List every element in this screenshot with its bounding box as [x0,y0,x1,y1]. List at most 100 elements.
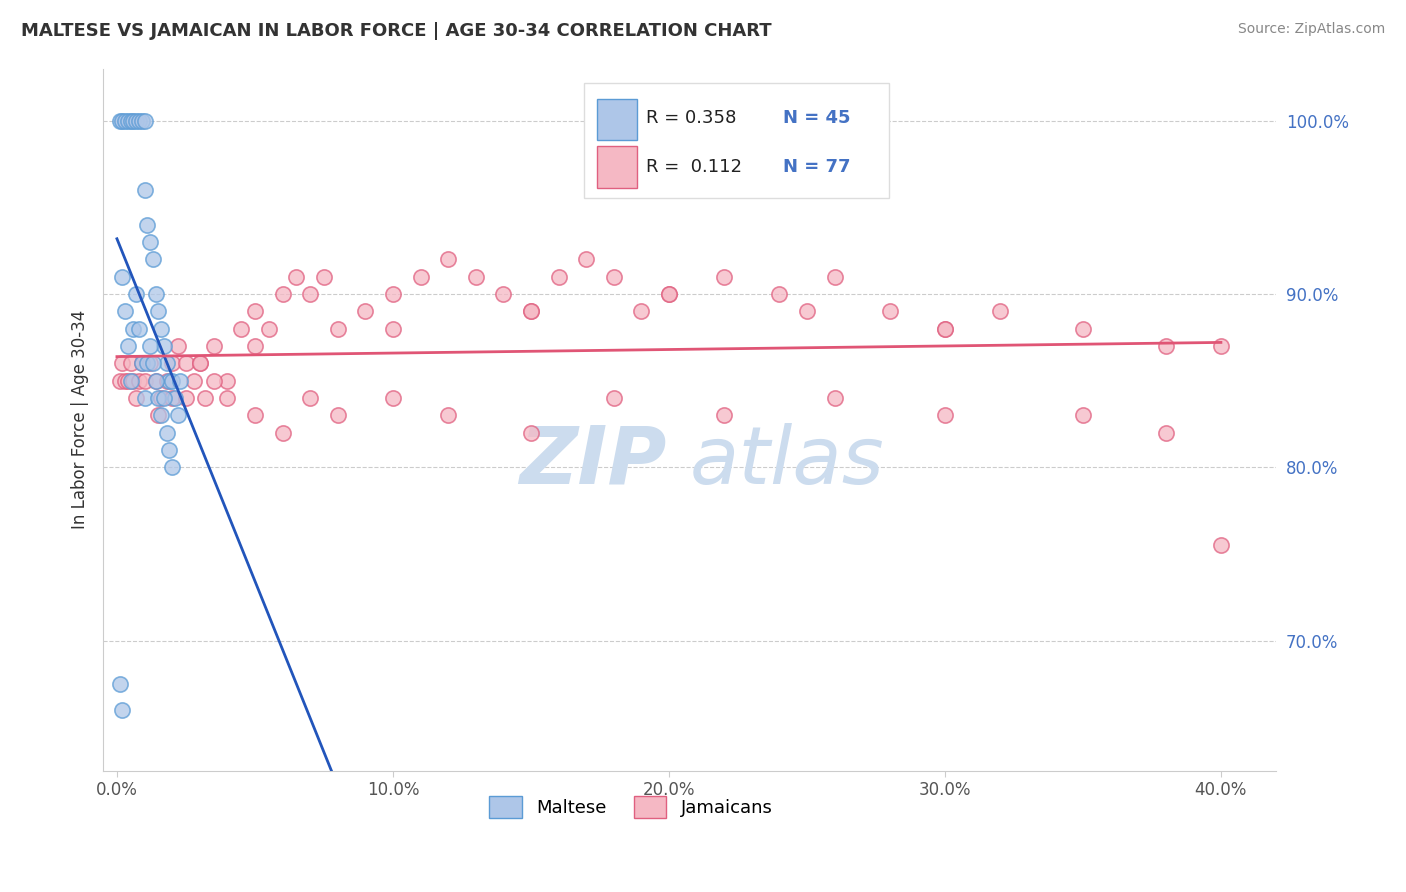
Text: atlas: atlas [689,423,884,500]
Point [713,409,735,423]
Point [108,113,131,128]
Point [1209,339,1232,353]
Point [157,442,180,457]
Text: R = 0.358: R = 0.358 [647,109,737,127]
Point [134,391,156,405]
Point [1154,339,1177,353]
Point [824,391,846,405]
Point [134,374,156,388]
Point [602,391,624,405]
Point [1071,321,1094,335]
Point [128,113,150,128]
Point [658,286,681,301]
Point [879,304,901,318]
Point [160,356,183,370]
Point [630,304,652,318]
Point [150,409,173,423]
FancyBboxPatch shape [583,83,889,198]
FancyBboxPatch shape [598,146,637,188]
Point [312,269,335,284]
Point [111,356,134,370]
Point [142,356,165,370]
Point [381,286,404,301]
Point [150,391,173,405]
Point [492,286,515,301]
Text: Source: ZipAtlas.com: Source: ZipAtlas.com [1237,22,1385,37]
Point [166,409,188,423]
Legend: Maltese, Jamaicans: Maltese, Jamaicans [482,789,780,825]
Point [988,304,1011,318]
Point [243,409,266,423]
Point [160,374,183,388]
Point [125,286,148,301]
Point [824,269,846,284]
Point [131,356,153,370]
Point [285,269,308,284]
Point [547,269,569,284]
Point [134,113,156,128]
Point [128,374,150,388]
Point [202,374,225,388]
Point [160,391,183,405]
Point [150,321,173,335]
Point [145,374,167,388]
Point [271,425,294,440]
Point [155,356,177,370]
Point [114,374,136,388]
Point [299,391,322,405]
Point [1209,538,1232,552]
Point [120,356,142,370]
Point [243,339,266,353]
Point [520,304,543,318]
Point [188,356,211,370]
Point [108,374,131,388]
Point [139,356,162,370]
Point [243,304,266,318]
Point [271,286,294,301]
Point [125,113,148,128]
Point [114,304,136,318]
Point [1071,409,1094,423]
Point [183,374,205,388]
Point [117,374,139,388]
Point [111,703,134,717]
Point [602,269,624,284]
Point [381,391,404,405]
Point [145,286,167,301]
Point [139,235,162,249]
FancyBboxPatch shape [598,99,637,140]
Point [326,321,349,335]
Point [409,269,432,284]
Point [768,286,790,301]
Point [148,409,170,423]
Point [114,113,136,128]
Point [142,252,165,267]
Point [108,677,131,691]
Point [148,304,170,318]
Point [326,409,349,423]
Point [166,339,188,353]
Point [155,374,177,388]
Point [464,269,486,284]
Point [174,356,197,370]
Point [122,113,145,128]
Point [136,356,159,370]
Text: MALTESE VS JAMAICAN IN LABOR FORCE | AGE 30-34 CORRELATION CHART: MALTESE VS JAMAICAN IN LABOR FORCE | AGE… [21,22,772,40]
Point [125,391,148,405]
Point [796,304,818,318]
Point [111,113,134,128]
Point [575,252,598,267]
Point [188,356,211,370]
Point [145,374,167,388]
Point [153,391,176,405]
Point [257,321,280,335]
Point [217,374,239,388]
Point [1154,425,1177,440]
Point [934,409,956,423]
Point [131,356,153,370]
Point [163,391,186,405]
Point [934,321,956,335]
Y-axis label: In Labor Force | Age 30-34: In Labor Force | Age 30-34 [72,310,89,529]
Point [117,339,139,353]
Point [174,391,197,405]
